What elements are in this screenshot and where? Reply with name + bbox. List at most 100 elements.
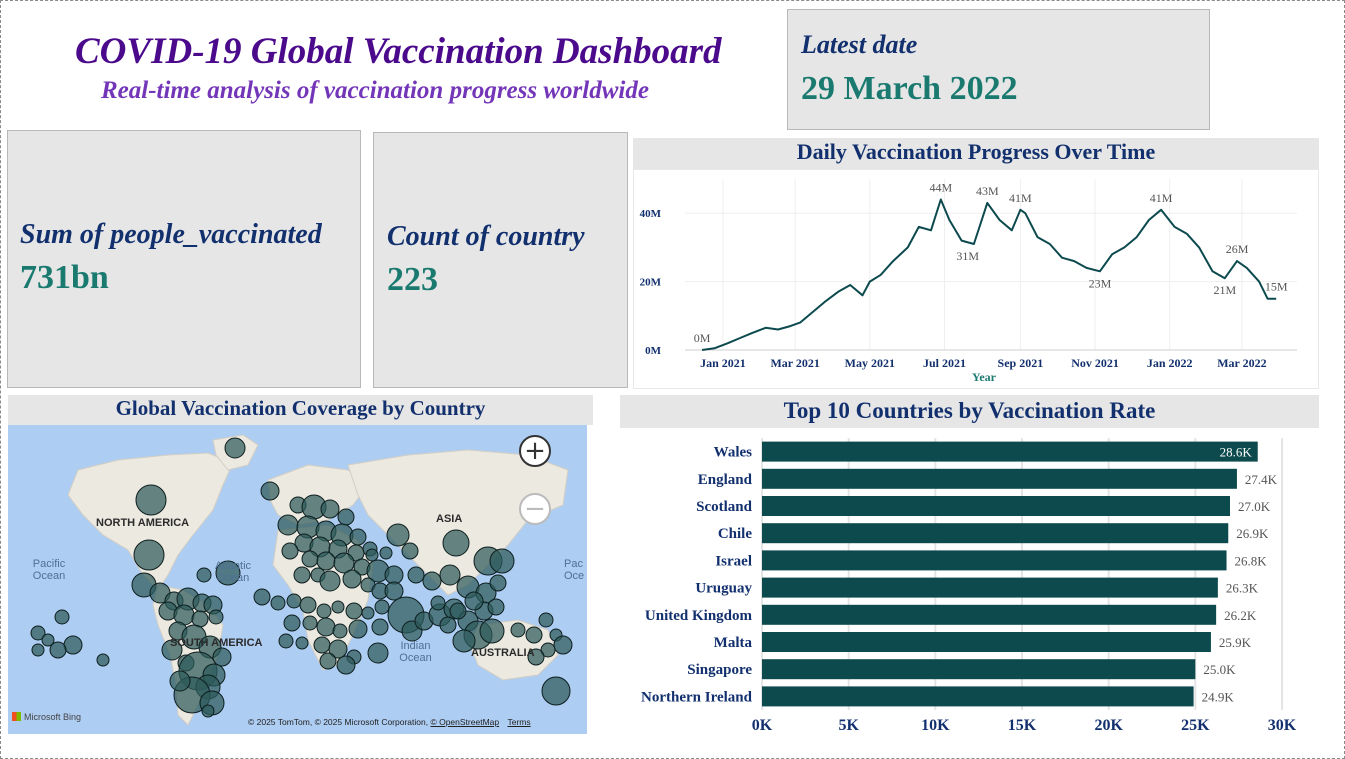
line-y-tick-label: 20M bbox=[640, 277, 662, 289]
line-data-label: 41M bbox=[1009, 191, 1032, 205]
vaccination-map[interactable]: NORTH AMERICA SOUTH AMERICA ASIA AUSTRAL… bbox=[8, 425, 587, 734]
country-bubble bbox=[361, 606, 375, 620]
country-bubble bbox=[30, 625, 46, 641]
country-bubble bbox=[54, 609, 70, 625]
bar-value-label: 27.4K bbox=[1245, 472, 1278, 487]
bar-value-label: 25.9K bbox=[1219, 635, 1252, 650]
country-bubble bbox=[510, 622, 526, 638]
country-bubble bbox=[260, 481, 280, 501]
line-data-label: 43M bbox=[976, 184, 999, 198]
country-bubble bbox=[96, 653, 110, 667]
country-bubble bbox=[299, 596, 317, 614]
zoom-out-button[interactable]: − bbox=[519, 493, 551, 525]
country-bubble bbox=[41, 633, 55, 647]
terms-link[interactable]: Terms bbox=[507, 717, 531, 727]
country-bubble bbox=[316, 551, 336, 571]
country-bubble bbox=[316, 617, 336, 637]
country-bubble bbox=[367, 642, 389, 664]
country-bubble bbox=[345, 602, 363, 620]
country-bubble bbox=[430, 595, 446, 611]
country-bubble bbox=[527, 648, 545, 666]
label-pacific-ocean: Pacific Ocean bbox=[32, 558, 66, 582]
bar-united-kingdom bbox=[762, 604, 1217, 625]
bar-x-tick-label: 30K bbox=[1268, 717, 1297, 734]
bar-category-label: Singapore bbox=[687, 662, 752, 678]
country-bubble bbox=[540, 642, 556, 658]
bar-x-tick-label: 0K bbox=[752, 717, 773, 734]
country-bubble bbox=[487, 598, 505, 616]
bar-category-label: Wales bbox=[714, 445, 752, 461]
bar-category-label: Uruguay bbox=[695, 581, 752, 597]
country-bubble bbox=[407, 566, 425, 584]
latest-date-label: Latest date bbox=[801, 30, 918, 59]
zoom-in-button[interactable]: + bbox=[519, 435, 551, 467]
dashboard-subtitle: Real-time analysis of vaccination progre… bbox=[101, 77, 649, 104]
line-data-label: 44M bbox=[929, 181, 952, 195]
country-bubble bbox=[401, 542, 419, 560]
country-count-card[interactable]: Count of country 223 bbox=[373, 132, 628, 388]
country-bubble bbox=[319, 652, 337, 670]
country-bubble bbox=[541, 676, 571, 706]
country-bubble bbox=[313, 636, 331, 654]
country-bubble bbox=[342, 569, 362, 589]
country-bubble bbox=[319, 570, 341, 592]
daily-vaccination-line-chart[interactable]: Jan 2021 Mar 2021 May 2021 Jul 2021 Sep 2021… bbox=[633, 169, 1319, 389]
country-bubble bbox=[133, 539, 165, 571]
country-bubble bbox=[449, 602, 467, 620]
country-count-label: Count of country bbox=[387, 221, 585, 252]
country-bubble bbox=[196, 567, 212, 583]
country-bubble bbox=[161, 639, 183, 661]
bar-value-label: 26.3K bbox=[1226, 581, 1259, 596]
line-x-tick-label: Mar 2022 bbox=[1217, 356, 1266, 370]
line-y-tick-label: 40M bbox=[640, 208, 662, 220]
people-vaccinated-card[interactable]: Sum of people_vaccinated 731bn bbox=[7, 130, 361, 388]
country-bubble bbox=[371, 618, 389, 636]
line-data-label: 0M bbox=[694, 331, 711, 345]
people-vaccinated-value: 731bn bbox=[20, 259, 109, 296]
bar-israel bbox=[762, 550, 1227, 571]
latest-date-card[interactable]: Latest date 29 March 2022 bbox=[787, 9, 1210, 130]
label-asia: ASIA bbox=[436, 513, 463, 525]
line-data-label: 23M bbox=[1089, 276, 1112, 290]
bar-x-tick-label: 20K bbox=[1094, 717, 1123, 734]
line-x-tick-label: Mar 2021 bbox=[770, 356, 819, 370]
line-chart-title: Daily Vaccination Progress Over Time bbox=[633, 138, 1319, 169]
line-data-label: 26M bbox=[1226, 242, 1249, 256]
country-bubble bbox=[331, 600, 345, 614]
bar-wales bbox=[762, 441, 1258, 462]
line-x-tick-label: May 2021 bbox=[845, 356, 895, 370]
bar-value-label: 26.9K bbox=[1236, 526, 1269, 541]
country-bubble bbox=[277, 514, 299, 536]
country-bubble bbox=[386, 523, 410, 547]
country-bubble bbox=[253, 588, 271, 606]
bar-northern-ireland bbox=[762, 686, 1194, 707]
bar-category-label: England bbox=[698, 472, 753, 488]
country-bubble bbox=[464, 591, 484, 611]
bar-category-label: Israel bbox=[715, 553, 752, 569]
country-bubble bbox=[365, 548, 379, 562]
country-bubble bbox=[337, 508, 355, 526]
country-bubble bbox=[212, 647, 232, 667]
country-bubble bbox=[384, 565, 404, 585]
country-bubble bbox=[63, 635, 83, 655]
bar-value-label: 24.9K bbox=[1202, 689, 1235, 704]
country-bubble bbox=[452, 629, 476, 653]
country-bubble bbox=[283, 614, 301, 632]
openstreetmap-link[interactable]: © OpenStreetMap bbox=[430, 717, 500, 727]
label-atlantic-ocean: Atlantic Ocean bbox=[214, 560, 252, 584]
country-bubble bbox=[328, 639, 348, 659]
bar-category-label: Chile bbox=[718, 526, 753, 542]
top-countries-bar-chart[interactable]: 0K 5K 10K 15K 20K 25K 30K Wales 28.6K England 27.4… bbox=[620, 428, 1319, 740]
map-title: Global Vaccination Coverage by Country bbox=[8, 395, 593, 425]
daily-vaccinations-series-line bbox=[701, 198, 1277, 351]
bar-x-tick-label: 10K bbox=[921, 717, 950, 734]
line-data-label: 15M bbox=[1265, 280, 1288, 294]
latest-date-value: 29 March 2022 bbox=[801, 70, 1018, 107]
line-x-tick-label: Sep 2021 bbox=[998, 356, 1044, 370]
country-bubble bbox=[293, 566, 311, 584]
bar-x-tick-label: 5K bbox=[838, 717, 859, 734]
country-bubble bbox=[215, 560, 241, 586]
country-bubble bbox=[336, 655, 356, 675]
country-bubble bbox=[538, 612, 554, 628]
country-bubble bbox=[208, 609, 224, 625]
